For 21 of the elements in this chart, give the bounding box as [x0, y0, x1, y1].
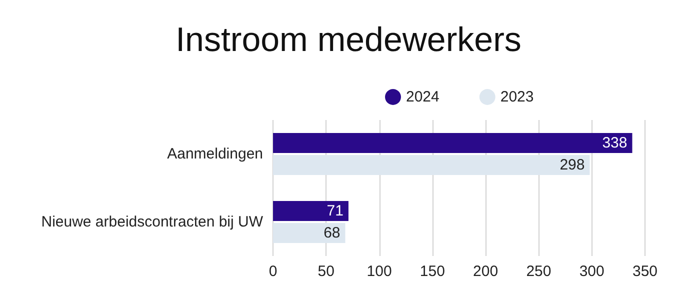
x-tick-label: 250	[526, 263, 552, 280]
y-tick-label: Aanmeldingen	[167, 146, 263, 162]
x-tick-label: 0	[268, 263, 278, 280]
data-label: 68	[324, 224, 340, 242]
x-tick-label: 200	[473, 263, 498, 280]
x-tick-label: 350	[632, 263, 658, 280]
bar	[273, 155, 590, 175]
bar	[273, 201, 348, 221]
bar	[273, 133, 632, 153]
data-label: 338	[602, 134, 628, 152]
x-tick-label: 150	[420, 263, 445, 280]
chart-title: Instroom medewerkers	[176, 21, 522, 59]
bar	[273, 223, 346, 243]
legend-label: 2023	[500, 88, 534, 106]
legend-label: 2024	[406, 88, 440, 106]
y-tick-label: Nieuwe arbeidscontracten bij UW	[41, 214, 264, 230]
x-tick-label: 100	[366, 263, 392, 280]
data-label: 71	[326, 202, 344, 220]
x-tick-label: 300	[579, 263, 604, 280]
x-tick-label: 50	[318, 263, 334, 280]
data-label: 298	[560, 156, 585, 174]
